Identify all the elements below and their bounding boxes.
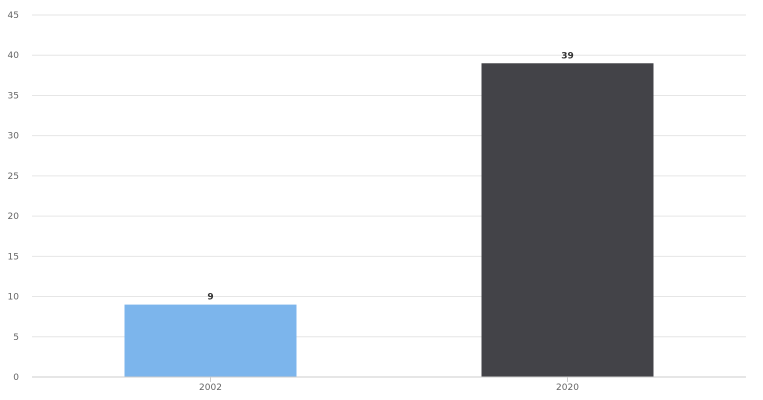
- x-tick-label-2020: 2020: [556, 383, 579, 393]
- y-tick-label: 40: [8, 51, 20, 61]
- bars: [124, 63, 654, 378]
- y-tick-label: 10: [8, 293, 20, 303]
- y-tick-label: 5: [13, 333, 19, 343]
- x-tick-label-2002: 2002: [199, 383, 222, 393]
- y-tick-label: 15: [8, 252, 19, 262]
- axes: 0 5 10 15 20 25 30 35 40 45 2002 2020: [8, 11, 746, 393]
- data-labels: 9 39: [207, 51, 573, 302]
- y-tick-label: 0: [13, 373, 19, 383]
- bar-2020[interactable]: [481, 63, 654, 378]
- y-tick-label: 35: [8, 91, 19, 101]
- bar-2002[interactable]: [124, 304, 297, 377]
- gridlines: [32, 14, 746, 338]
- data-label-2020: 39: [561, 51, 574, 61]
- y-tick-label: 45: [8, 11, 19, 21]
- data-label-2002: 9: [207, 293, 213, 303]
- y-tick-label: 25: [8, 172, 19, 182]
- y-tick-label: 20: [8, 212, 20, 222]
- y-tick-label: 30: [8, 132, 20, 142]
